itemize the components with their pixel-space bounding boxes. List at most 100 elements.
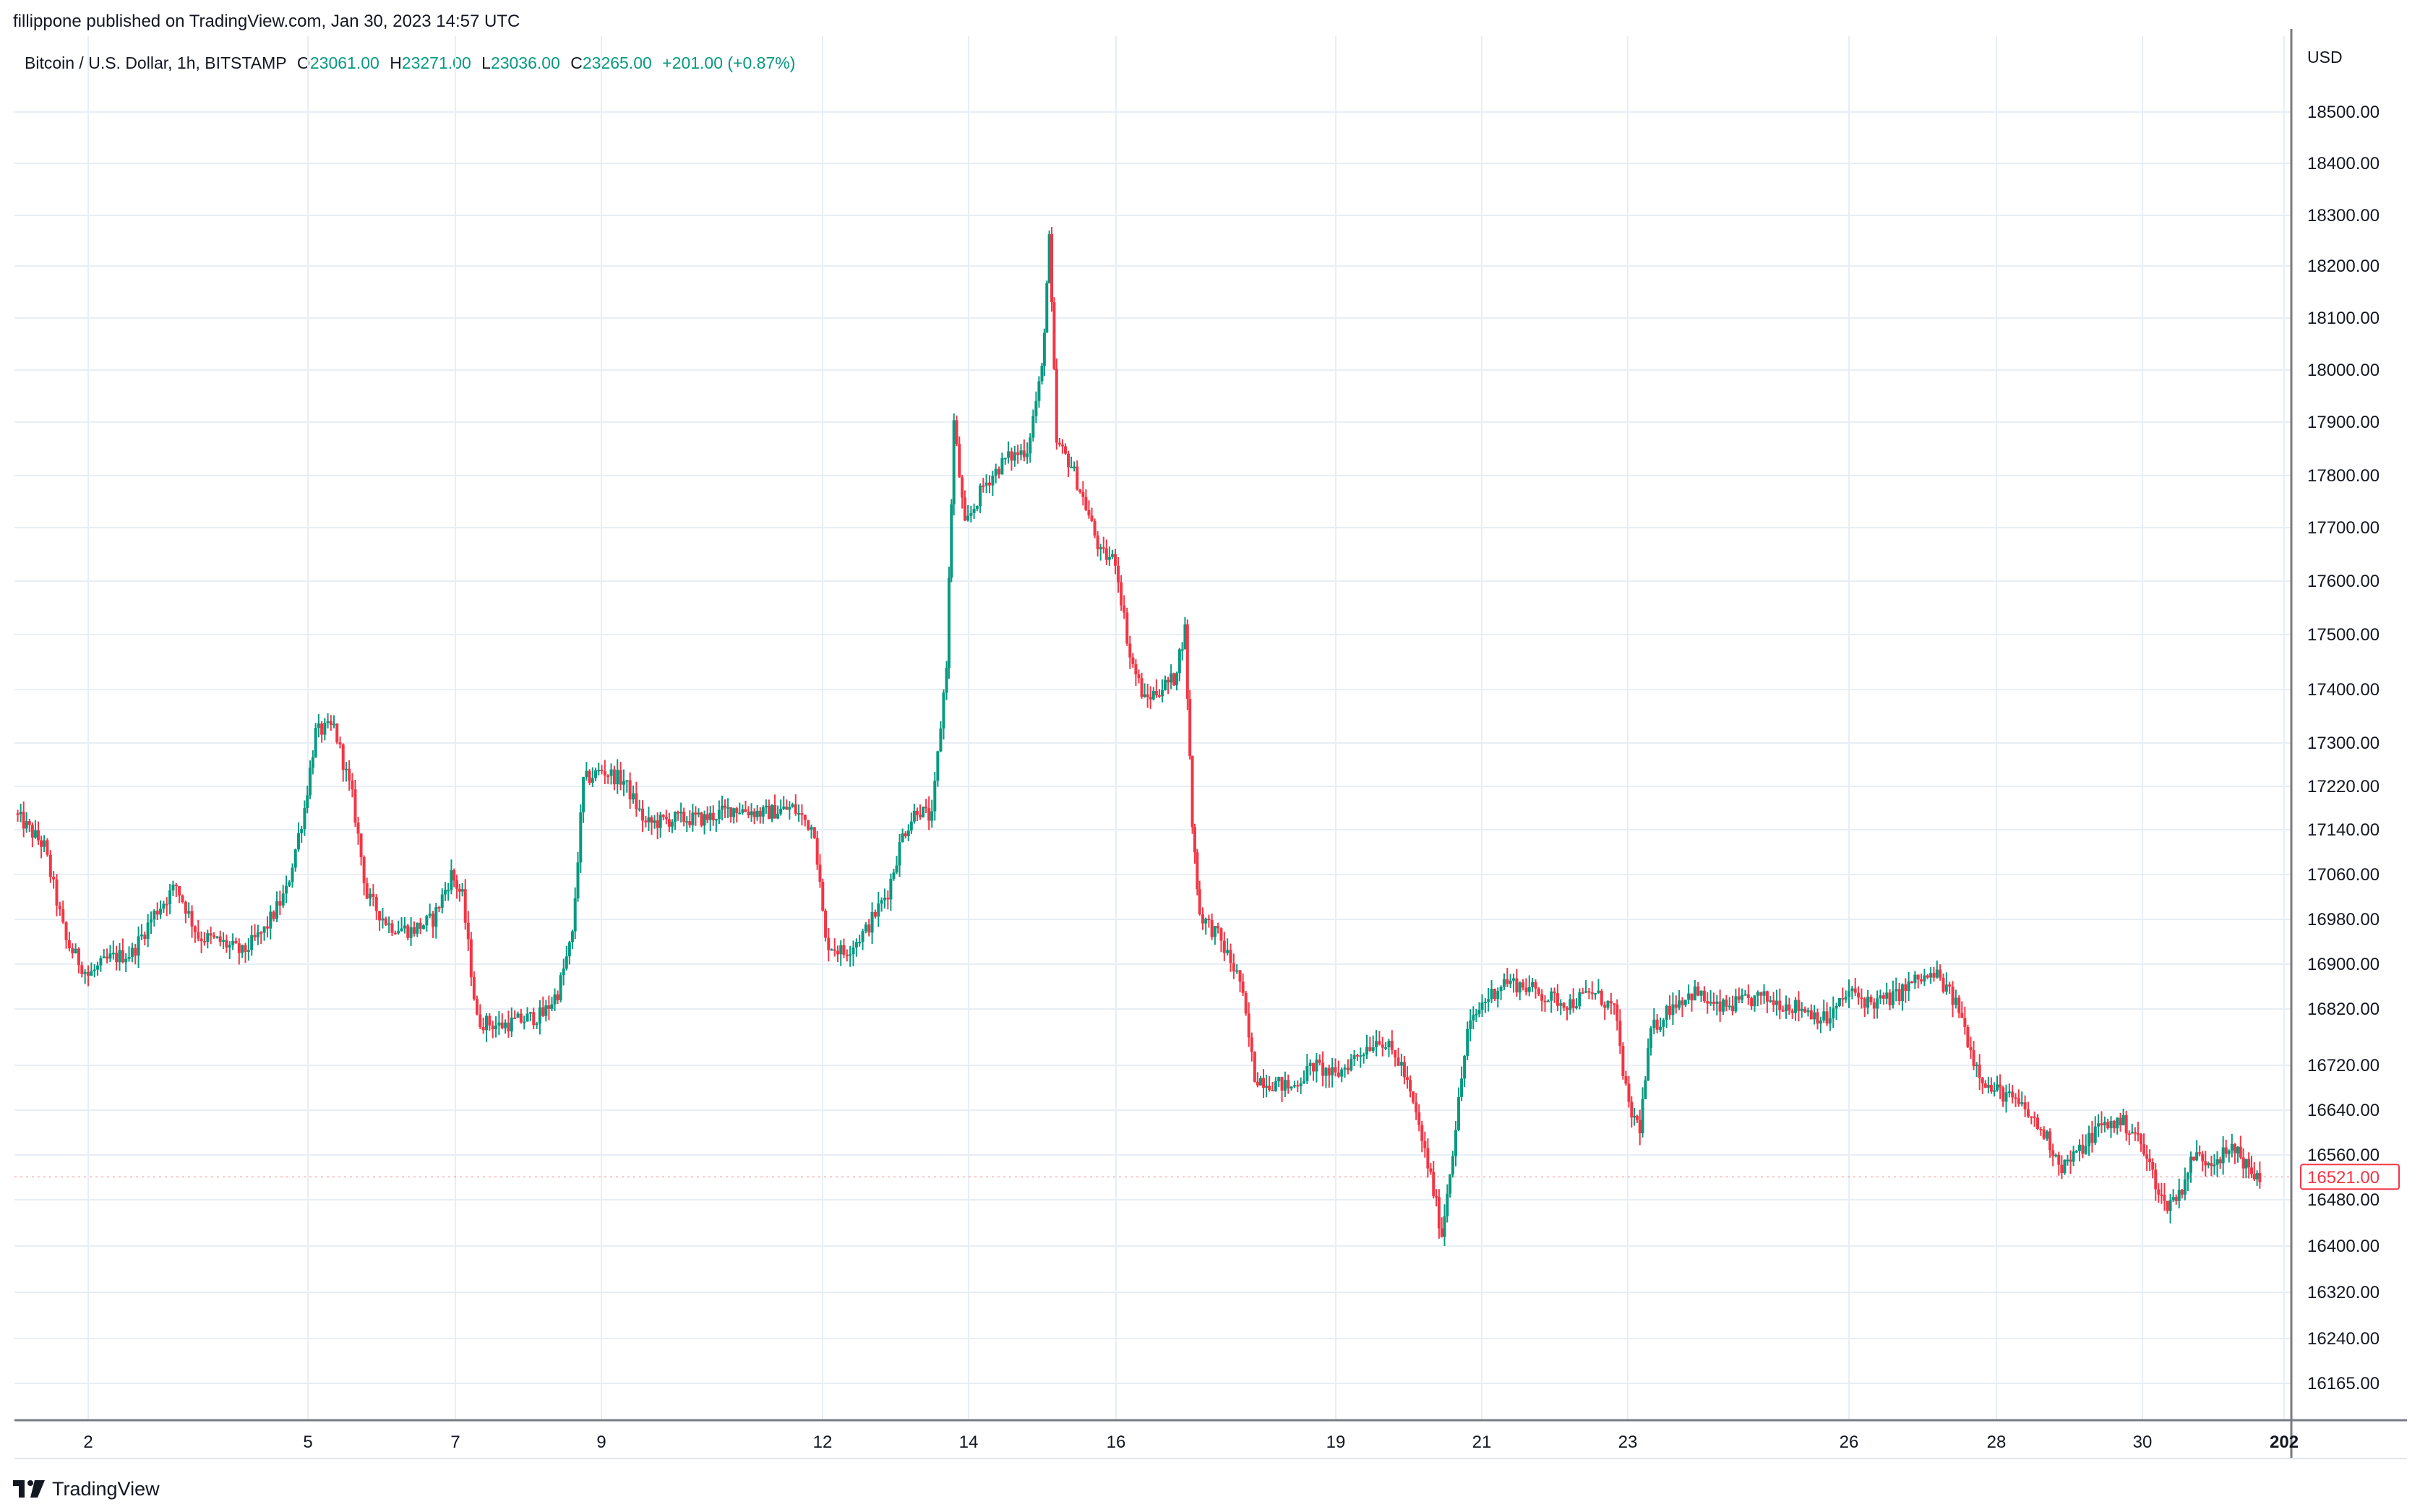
candle-body-down: [1841, 997, 1845, 1000]
candle-body-up: [972, 508, 976, 513]
candle-body-up: [674, 812, 677, 822]
price-axis[interactable]: USD 18500.00 18400.00 18300.00 18200.00 18100…: [2307, 48, 2380, 1393]
candle-body-down: [1630, 1101, 1634, 1118]
price-tick-label: 17300.00: [2307, 734, 2380, 753]
candle-body-down: [867, 924, 871, 933]
candle-body-up: [127, 957, 131, 959]
candle-body-up: [1850, 988, 1854, 992]
candle-body-down: [36, 830, 40, 841]
candle-body-down: [1750, 997, 1754, 1007]
candle-body-up: [485, 1015, 488, 1031]
candle-body-down: [1506, 979, 1509, 984]
candle-body-down: [356, 822, 360, 834]
candle-body-up: [761, 807, 765, 817]
candle-body-up: [616, 770, 619, 785]
candle-body-down: [143, 935, 147, 939]
candle-body-down: [1609, 1000, 1613, 1004]
candle-body-up: [1649, 1028, 1652, 1049]
time-axis[interactable]: 2 5 7 9 12 14 16 19 21 23 26 28 30 202: [83, 1432, 2299, 1452]
candle-body-down: [1055, 369, 1058, 443]
candle-body-down: [656, 820, 659, 828]
candle-body-up: [782, 806, 786, 809]
candle-body-down: [30, 825, 34, 838]
candle-body-up: [443, 890, 447, 895]
candle-body-up: [93, 969, 96, 971]
candle-body-down: [735, 808, 739, 813]
candle-body-up: [726, 807, 730, 809]
candle-body-up: [215, 936, 219, 938]
symbol-title[interactable]: Bitcoin / U.S. Dollar, 1h, BITSTAMP: [25, 53, 287, 72]
candle-body-up: [1687, 993, 1691, 1000]
candle-body-down: [374, 896, 378, 911]
candle-body-down: [1093, 520, 1097, 536]
candle-body-up: [1741, 995, 1744, 1000]
candle-body-down: [1271, 1089, 1274, 1091]
candle-body-up: [1183, 624, 1187, 650]
candle-body-up: [788, 807, 791, 810]
candle-body-up: [1986, 1084, 1990, 1088]
candle-body-up: [118, 950, 121, 963]
candle-body-up: [416, 922, 419, 934]
candle-body-up: [1070, 466, 1073, 468]
candle-body-down: [513, 1017, 517, 1019]
candle-body-down: [1989, 1084, 1993, 1092]
candle-body-down: [641, 808, 645, 821]
price-tick-label: 18000.00: [2307, 361, 2380, 380]
candle-body-down: [2023, 1102, 2027, 1109]
candle-body-up: [1299, 1083, 1303, 1086]
candle-body-up: [1487, 999, 1490, 1002]
candle-body-down: [1746, 994, 1750, 998]
candle-body-down: [1429, 1168, 1433, 1172]
candle-body-up: [256, 932, 259, 937]
candle-body-up: [1633, 1116, 1636, 1118]
price-tick-label: 17060.00: [2307, 865, 2380, 885]
candle-body-down: [1440, 1228, 1443, 1237]
candle-body-up: [2168, 1200, 2172, 1211]
candle-body-up: [1160, 690, 1164, 697]
candle-body-up: [387, 923, 391, 925]
candle-body-down: [259, 932, 263, 934]
candle-body-down: [466, 922, 470, 940]
candle-body-down: [218, 936, 222, 942]
candle-body-down: [365, 882, 369, 899]
tradingview-logo[interactable]: TradingView: [13, 1474, 160, 1503]
candle-body-down: [1120, 582, 1123, 606]
candle-body-down: [1052, 302, 1056, 369]
candle-body-up: [1466, 1028, 1469, 1056]
candle-body-down: [481, 1027, 485, 1031]
candle-body-down: [1888, 992, 1892, 1005]
candle-body-down: [121, 950, 124, 963]
candle-body-up: [497, 1022, 501, 1026]
candle-body-up: [1454, 1130, 1457, 1156]
candle-body-up: [2244, 1159, 2248, 1169]
candle-body-up: [1472, 1015, 1475, 1021]
candle-body-down: [821, 881, 825, 911]
candle-body-up: [750, 811, 753, 815]
candle-body-down: [2133, 1132, 2137, 1134]
candle-body-up: [1031, 416, 1035, 438]
candle-body-down: [961, 477, 964, 498]
candle-body-up: [300, 829, 304, 833]
candle-body-down: [773, 804, 777, 819]
candle-body-up: [528, 1012, 532, 1014]
candle-body-down: [2042, 1129, 2046, 1139]
candle-body-down: [1797, 1000, 1801, 1011]
candle-body-up: [296, 833, 300, 850]
candle-body-down: [1790, 1010, 1794, 1013]
candle-body-up: [447, 890, 450, 892]
candle-body-up: [425, 916, 429, 926]
candle-body-down: [752, 811, 756, 817]
candle-body-down: [1219, 928, 1223, 941]
candle-body-down: [2180, 1190, 2184, 1195]
candle-body-up: [732, 808, 736, 817]
candle-body-up: [1819, 1020, 1822, 1024]
candle-body-up: [171, 885, 175, 890]
candle-body-down: [747, 812, 750, 815]
candle-body-down: [628, 780, 632, 800]
low-value: 23036.00: [490, 53, 560, 72]
candle-body-up: [1107, 557, 1111, 560]
symbol-legend: Bitcoin / U.S. Dollar, 1h, BITSTAMP O230…: [25, 53, 795, 73]
candle-body-down: [1926, 975, 1929, 978]
candle-body-up: [1045, 283, 1049, 333]
